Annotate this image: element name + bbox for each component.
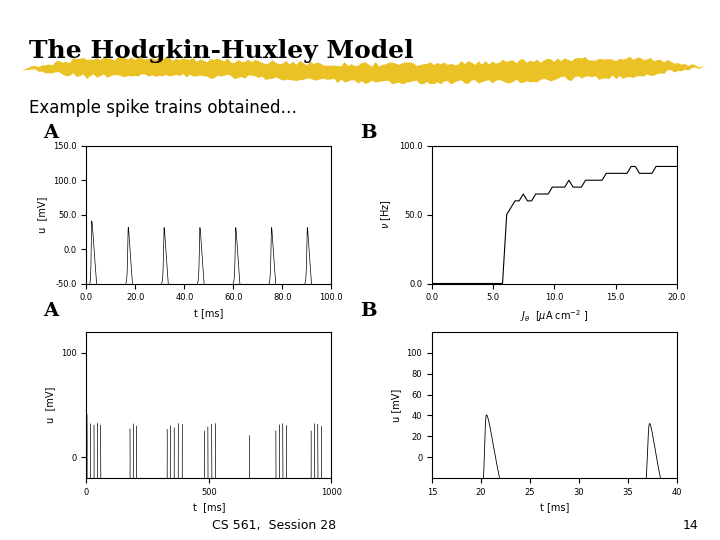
Text: B: B — [360, 302, 377, 320]
Text: The Hodgkin-Huxley Model: The Hodgkin-Huxley Model — [29, 39, 413, 63]
Text: 14: 14 — [683, 519, 698, 532]
Text: A: A — [43, 124, 58, 141]
Y-axis label: u [mV]: u [mV] — [391, 388, 401, 422]
X-axis label: t  [ms]: t [ms] — [192, 502, 225, 512]
X-axis label: $J_\theta$  [$\mu$A cm$^{-2}$ ]: $J_\theta$ [$\mu$A cm$^{-2}$ ] — [521, 308, 588, 323]
Text: CS 561,  Session 28: CS 561, Session 28 — [212, 519, 336, 532]
X-axis label: t [ms]: t [ms] — [194, 308, 223, 318]
Polygon shape — [22, 57, 706, 85]
Text: A: A — [43, 302, 58, 320]
Y-axis label: $\nu$ [Hz]: $\nu$ [Hz] — [379, 200, 393, 230]
Text: B: B — [360, 124, 377, 141]
Y-axis label: u  [mV]: u [mV] — [45, 387, 55, 423]
Text: Example spike trains obtained…: Example spike trains obtained… — [29, 99, 297, 117]
X-axis label: t [ms]: t [ms] — [540, 502, 569, 512]
Y-axis label: u  [mV]: u [mV] — [37, 197, 48, 233]
